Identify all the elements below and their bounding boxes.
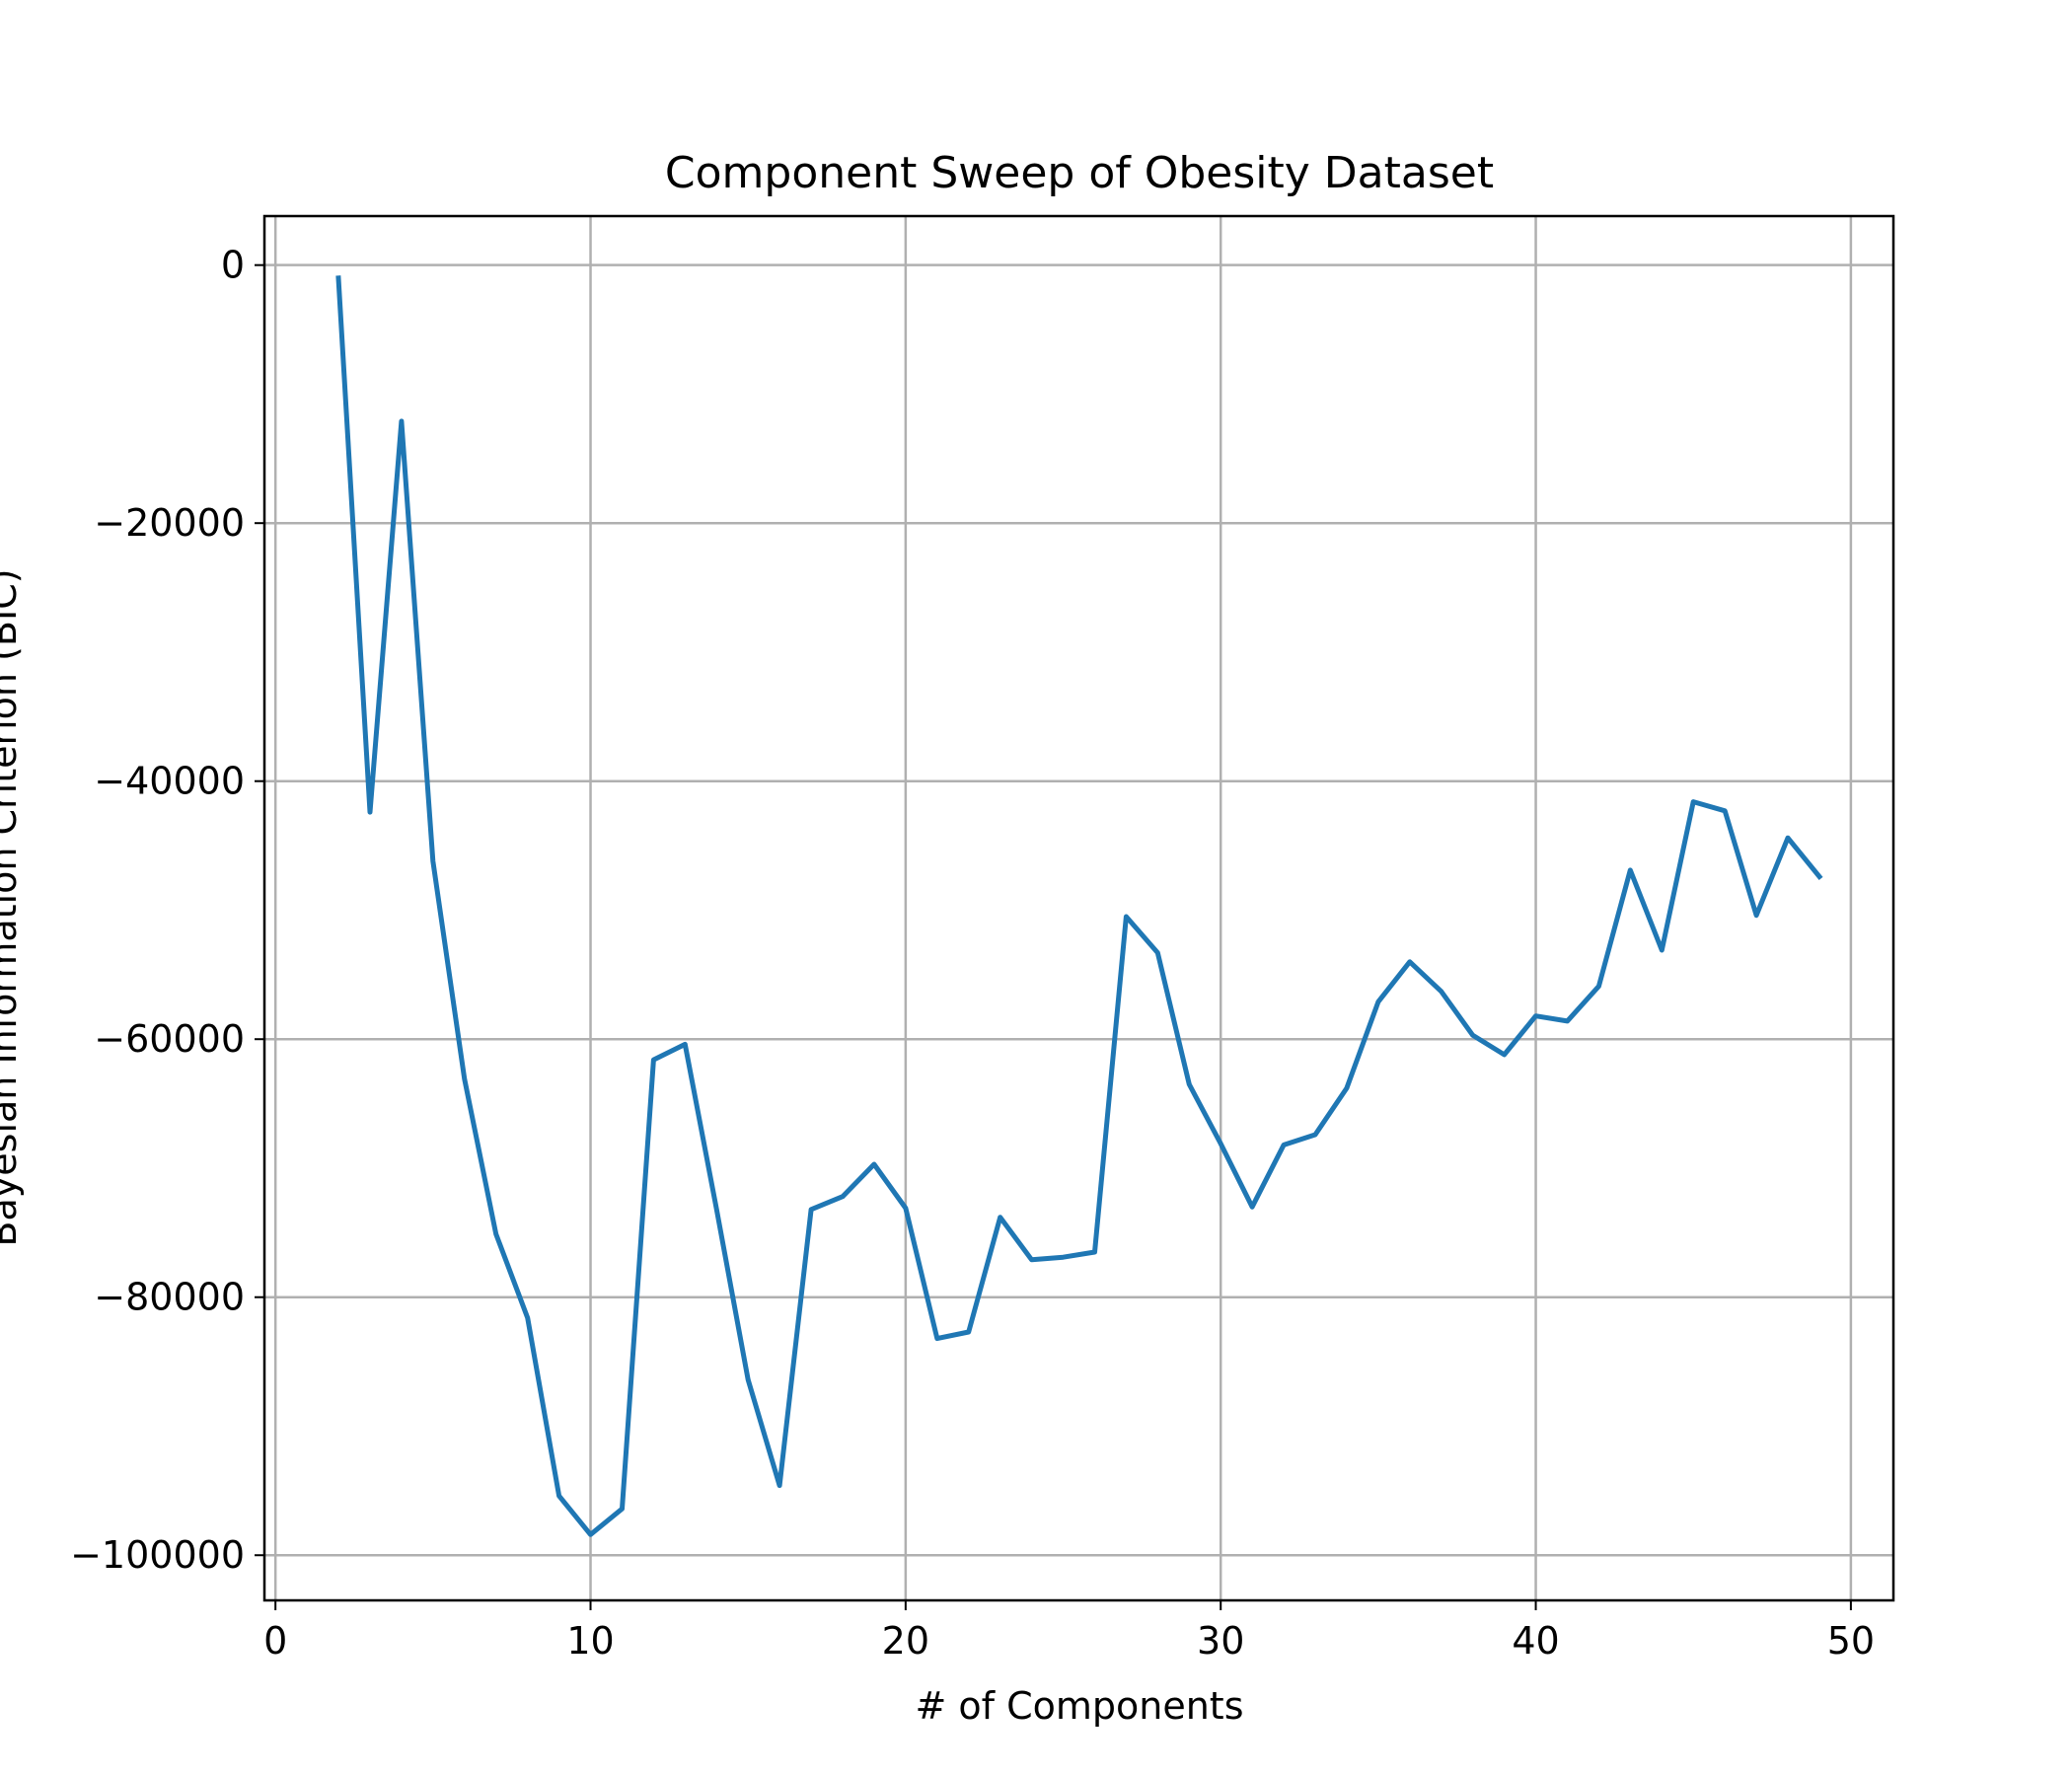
y-tick-label: −100000 [70, 1533, 245, 1577]
y-tick-label: −60000 [94, 1017, 245, 1061]
y-tick-label: −20000 [94, 501, 245, 545]
x-tick-label: 20 [882, 1619, 929, 1663]
series-layer [335, 275, 1823, 1537]
y-axis-label: Bayesian Information Criterion (BIC) [0, 568, 25, 1246]
series-line [335, 275, 1823, 1537]
plot-frame [262, 214, 1895, 1602]
axis-ticks: 0 10 20 30 40 50 0 −20000 −40000 −60000 −80000 −100… [70, 244, 1875, 1663]
x-axis-label: # of Components [915, 1684, 1243, 1728]
x-tick-label: 10 [566, 1619, 614, 1663]
y-tick-label: −40000 [94, 760, 245, 803]
grid [264, 216, 1893, 1600]
chart-title: Component Sweep of Obesity Dataset [665, 148, 1494, 198]
x-tick-label: 0 [263, 1619, 287, 1663]
y-tick-label: 0 [221, 244, 245, 287]
x-tick-label: 30 [1197, 1619, 1244, 1663]
x-tick-label: 40 [1512, 1619, 1559, 1663]
x-tick-label: 50 [1827, 1619, 1875, 1663]
y-tick-label: −80000 [94, 1276, 245, 1319]
